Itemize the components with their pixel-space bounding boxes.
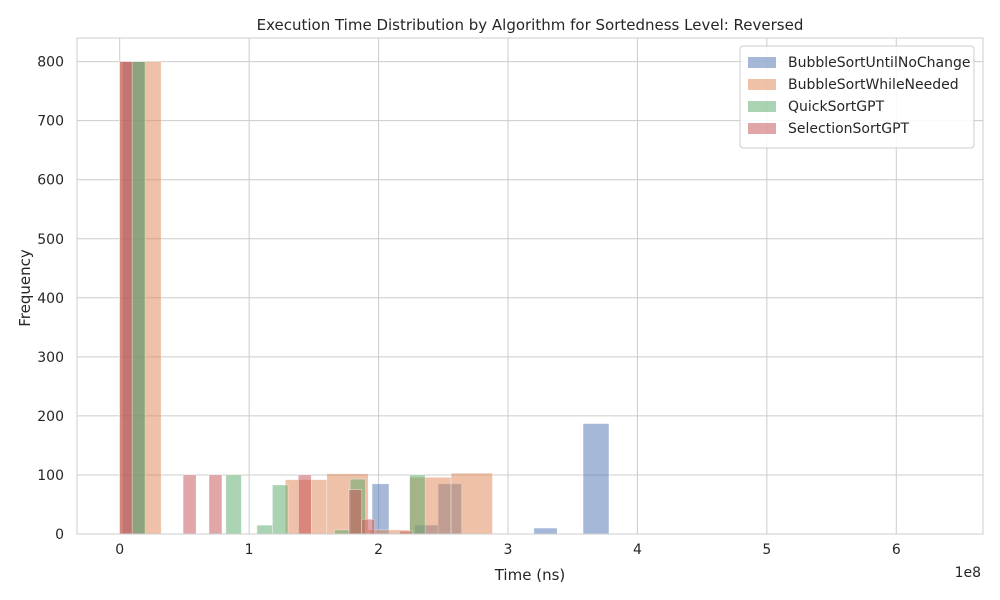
histogram-bar	[533, 527, 558, 535]
histogram-bar	[208, 474, 223, 535]
x-tick-label: 5	[762, 542, 771, 558]
histogram-bar	[225, 474, 242, 535]
histogram-bar	[131, 61, 146, 535]
legend-label: QuickSortGPT	[788, 99, 885, 115]
legend-swatch	[748, 101, 776, 112]
y-tick-label: 100	[37, 468, 64, 484]
x-axis-label: Time (ns)	[494, 566, 566, 584]
plot-frame	[76, 37, 984, 535]
legend-swatch	[748, 79, 776, 90]
x-axis-offset-text: 1e8	[955, 565, 981, 581]
legend-label: SelectionSortGPT	[788, 121, 910, 137]
legend-label: BubbleSortWhileNeeded	[788, 77, 959, 93]
histogram-bar	[272, 484, 289, 535]
y-tick-label: 700	[37, 114, 64, 130]
legend-item: BubbleSortWhileNeeded	[748, 77, 959, 93]
y-tick-label: 600	[37, 173, 64, 189]
y-tick-label: 200	[37, 409, 64, 425]
legend: BubbleSortUntilNoChange BubbleSortWhileNe…	[739, 45, 975, 149]
histogram-bar	[334, 529, 351, 535]
y-tick-label: 0	[55, 527, 64, 543]
axis-ticks: 0 1 2 3 4 5 6 0 100 200 300 400 500 600 700 800	[37, 55, 901, 558]
histogram-bar	[256, 524, 273, 535]
histogram-bar	[450, 472, 493, 535]
y-axis-label: Frequency	[16, 249, 34, 327]
histogram-bar	[298, 474, 312, 535]
histogram-bar	[409, 474, 426, 535]
y-tick-label: 300	[37, 350, 64, 366]
legend-swatch	[748, 57, 776, 68]
x-tick-label: 1	[245, 542, 254, 558]
legend-item: QuickSortGPT	[748, 99, 885, 115]
legend-item: SelectionSortGPT	[748, 121, 910, 137]
series-3-bars	[119, 61, 413, 535]
x-tick-label: 0	[115, 542, 124, 558]
histogram-bar	[582, 423, 610, 535]
histogram-bar	[119, 61, 133, 535]
legend-label: BubbleSortUntilNoChange	[788, 55, 970, 71]
x-tick-label: 4	[633, 542, 642, 558]
x-tick-label: 6	[892, 542, 901, 558]
chart-title: Execution Time Distribution by Algorithm…	[257, 16, 804, 34]
y-tick-label: 500	[37, 232, 64, 248]
legend-box	[739, 45, 975, 149]
x-tick-label: 3	[504, 542, 513, 558]
histogram-bar	[348, 489, 363, 535]
legend-swatch	[748, 123, 776, 134]
y-tick-label: 400	[37, 291, 64, 307]
histogram-bar	[361, 518, 375, 535]
y-tick-label: 800	[37, 55, 64, 71]
series-2-bars	[131, 61, 426, 535]
legend-item: BubbleSortUntilNoChange	[748, 55, 970, 71]
histogram-bars	[119, 61, 610, 535]
histogram-bar	[182, 474, 197, 535]
x-tick-label: 2	[374, 542, 383, 558]
